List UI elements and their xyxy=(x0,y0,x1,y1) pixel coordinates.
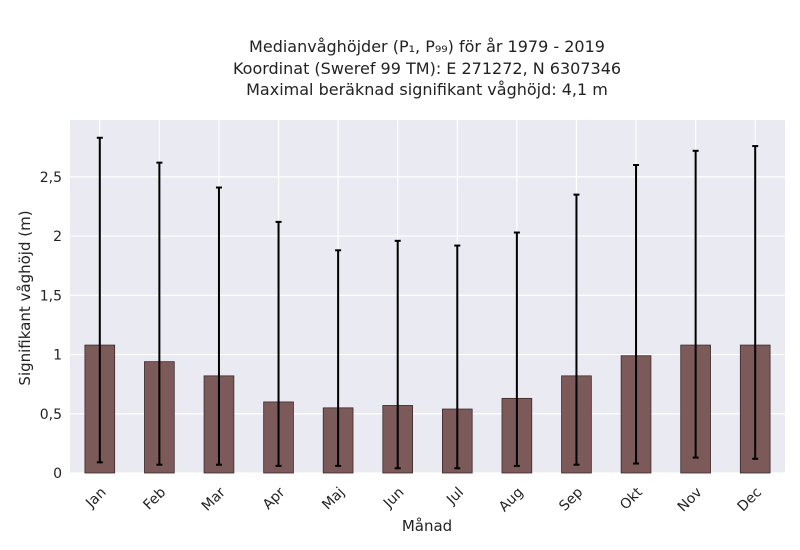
x-tick-label: Nov xyxy=(675,485,706,516)
x-tick-label: Jun xyxy=(380,485,407,512)
x-tick-label: Maj xyxy=(319,485,348,514)
chart-title-line-1: Medianvåghöjder (P₁, P₉₉) för år 1979 - … xyxy=(249,37,605,56)
x-tick-labels: Jan Feb Mar Apr Maj Jun Jul Aug Sep Okt Nov Dec xyxy=(82,484,765,515)
x-axis-label: Månad xyxy=(402,517,452,535)
error-bar-jul xyxy=(454,244,461,470)
y-tick-label: 2,5 xyxy=(40,170,62,186)
y-axis-label: Signifikant våghöjd (m) xyxy=(16,210,34,385)
error-bar-jan xyxy=(96,136,103,464)
error-bar-jun xyxy=(394,239,401,470)
error-bar-mar xyxy=(215,186,222,466)
x-tick-label: Feb xyxy=(140,484,169,513)
y-tick-label: 1,5 xyxy=(40,288,62,304)
y-tick-label: 2 xyxy=(53,229,62,245)
error-bar-sep xyxy=(573,193,580,466)
plot-area xyxy=(70,120,785,473)
x-tick-label: Apr xyxy=(260,484,289,513)
error-bars xyxy=(96,136,759,470)
error-bar-feb xyxy=(156,161,163,466)
x-tick-label: Sep xyxy=(556,484,586,514)
y-tick-label: 0,5 xyxy=(40,407,62,423)
x-tick-label: Dec xyxy=(735,485,765,515)
chart-title-line-2: Koordinat (Sweref 99 TM): E 271272, N 63… xyxy=(233,59,621,78)
x-tick-label: Aug xyxy=(496,485,527,516)
error-bar-nov xyxy=(692,149,699,459)
chart-title-line-3: Maximal beräknad signifikant våghöjd: 4,… xyxy=(246,80,608,99)
error-bar-maj xyxy=(335,249,342,467)
error-bar-aug xyxy=(513,231,520,467)
error-bar-okt xyxy=(633,164,640,465)
error-bar-dec xyxy=(752,145,759,460)
error-bar-apr xyxy=(275,220,282,467)
y-tick-label: 0 xyxy=(53,466,62,482)
x-tick-label: Okt xyxy=(617,484,646,513)
x-tick-label: Jan xyxy=(82,485,109,512)
x-tick-label: Mar xyxy=(199,484,229,514)
y-tick-labels: 0 0,5 1 1,5 2 2,5 xyxy=(40,170,62,482)
x-tick-label: Jul xyxy=(443,485,467,509)
y-tick-label: 1 xyxy=(53,348,62,364)
